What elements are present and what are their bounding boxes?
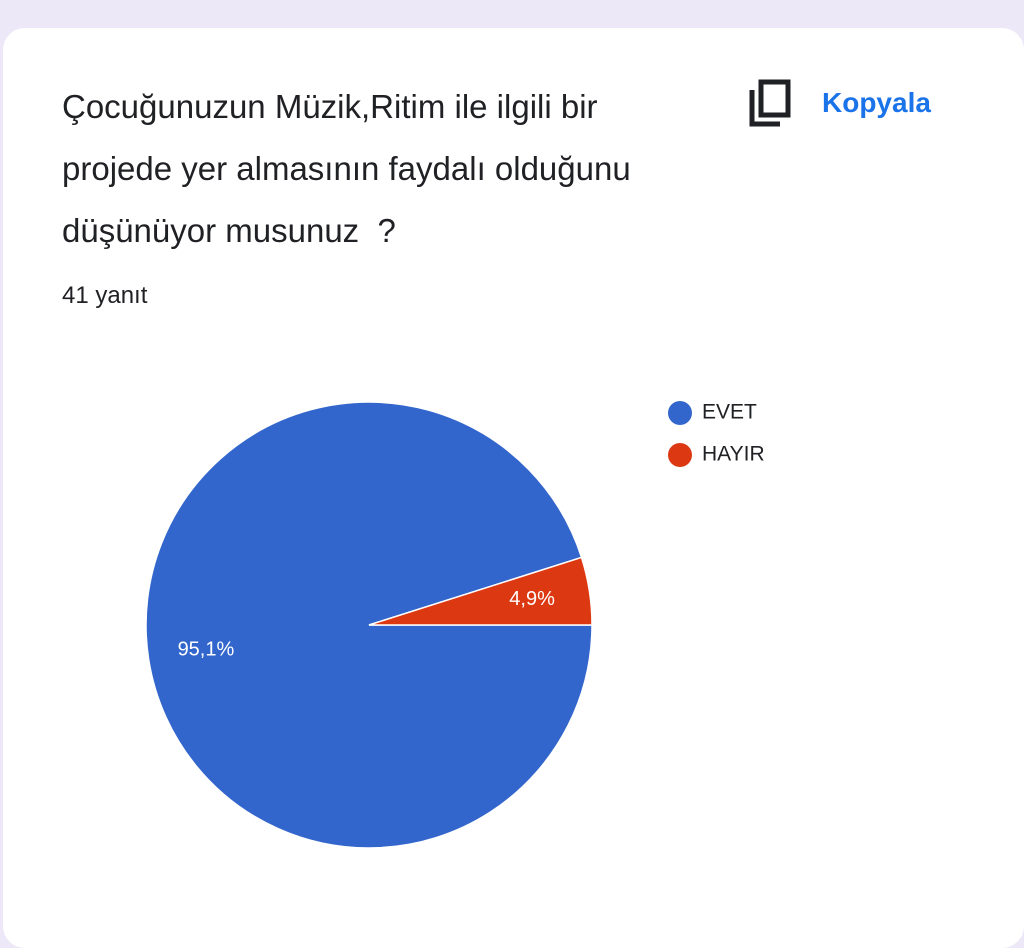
page: Çocuğunuzun Müzik,Ritim ile ilgili bir p… bbox=[3, 28, 1024, 948]
copy-icon bbox=[749, 79, 791, 127]
legend-swatch bbox=[668, 443, 692, 467]
response-count: 41 yanıt bbox=[62, 282, 148, 309]
copy-label: Kopyala bbox=[822, 87, 931, 118]
pie-chart: 95,1% 4,9% EVET HAYIR bbox=[145, 401, 765, 849]
legend-label: HAYIR bbox=[702, 443, 765, 466]
pie-slice bbox=[368, 556, 593, 626]
slice-label: 95,1% bbox=[178, 639, 235, 661]
copy-button[interactable]: Kopyala bbox=[748, 78, 931, 128]
question-title: Çocuğunuzun Müzik,Ritim ile ilgili bir p… bbox=[62, 88, 640, 249]
slice-label: 4,9% bbox=[509, 588, 555, 610]
legend-swatch bbox=[668, 401, 692, 425]
legend-label: EVET bbox=[702, 401, 757, 424]
